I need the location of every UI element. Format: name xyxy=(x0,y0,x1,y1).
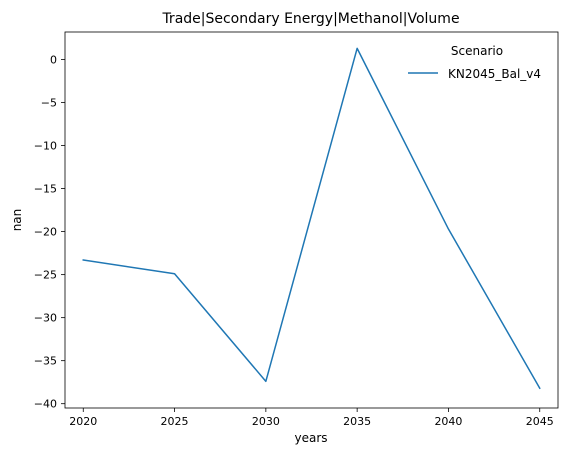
legend-item-kn2045-bal-v4: KN2045_Bal_v4 xyxy=(448,67,541,81)
plot-area: 2020 2025 2030 2035 2040 2045 0 −5 −10 −15 −20 −25… xyxy=(34,31,559,428)
plot-frame xyxy=(64,31,559,409)
series-line-0 xyxy=(82,47,541,390)
y-tick-label: −25 xyxy=(34,269,57,282)
y-axis-label: nan xyxy=(10,209,24,232)
x-axis-label: years xyxy=(294,431,327,445)
chart-title: Trade|Secondary Energy|Methanol|Volume xyxy=(161,11,459,27)
y-tick-label: −15 xyxy=(34,183,57,196)
x-tick-label: 2020 xyxy=(69,415,97,428)
legend: Scenario KN2045_Bal_v4 xyxy=(408,44,541,81)
y-tick-label: 0 xyxy=(50,54,57,67)
x-tick-label: 2040 xyxy=(434,415,462,428)
y-tick-label: −20 xyxy=(34,226,57,239)
series-lines xyxy=(82,47,541,390)
x-tick-label: 2030 xyxy=(252,415,280,428)
y-axis: 0 −5 −10 −15 −20 −25 −30 −35 −40 xyxy=(34,54,65,411)
y-tick-label: −5 xyxy=(41,97,57,110)
y-tick-label: −35 xyxy=(34,355,57,368)
x-axis: 2020 2025 2030 2035 2040 2045 xyxy=(69,408,554,428)
x-tick-label: 2045 xyxy=(526,415,554,428)
x-tick-label: 2035 xyxy=(343,415,371,428)
y-tick-label: −40 xyxy=(34,398,57,411)
legend-title: Scenario xyxy=(451,44,503,58)
x-tick-label: 2025 xyxy=(161,415,189,428)
y-tick-label: −30 xyxy=(34,312,57,325)
y-tick-label: −10 xyxy=(34,140,57,153)
